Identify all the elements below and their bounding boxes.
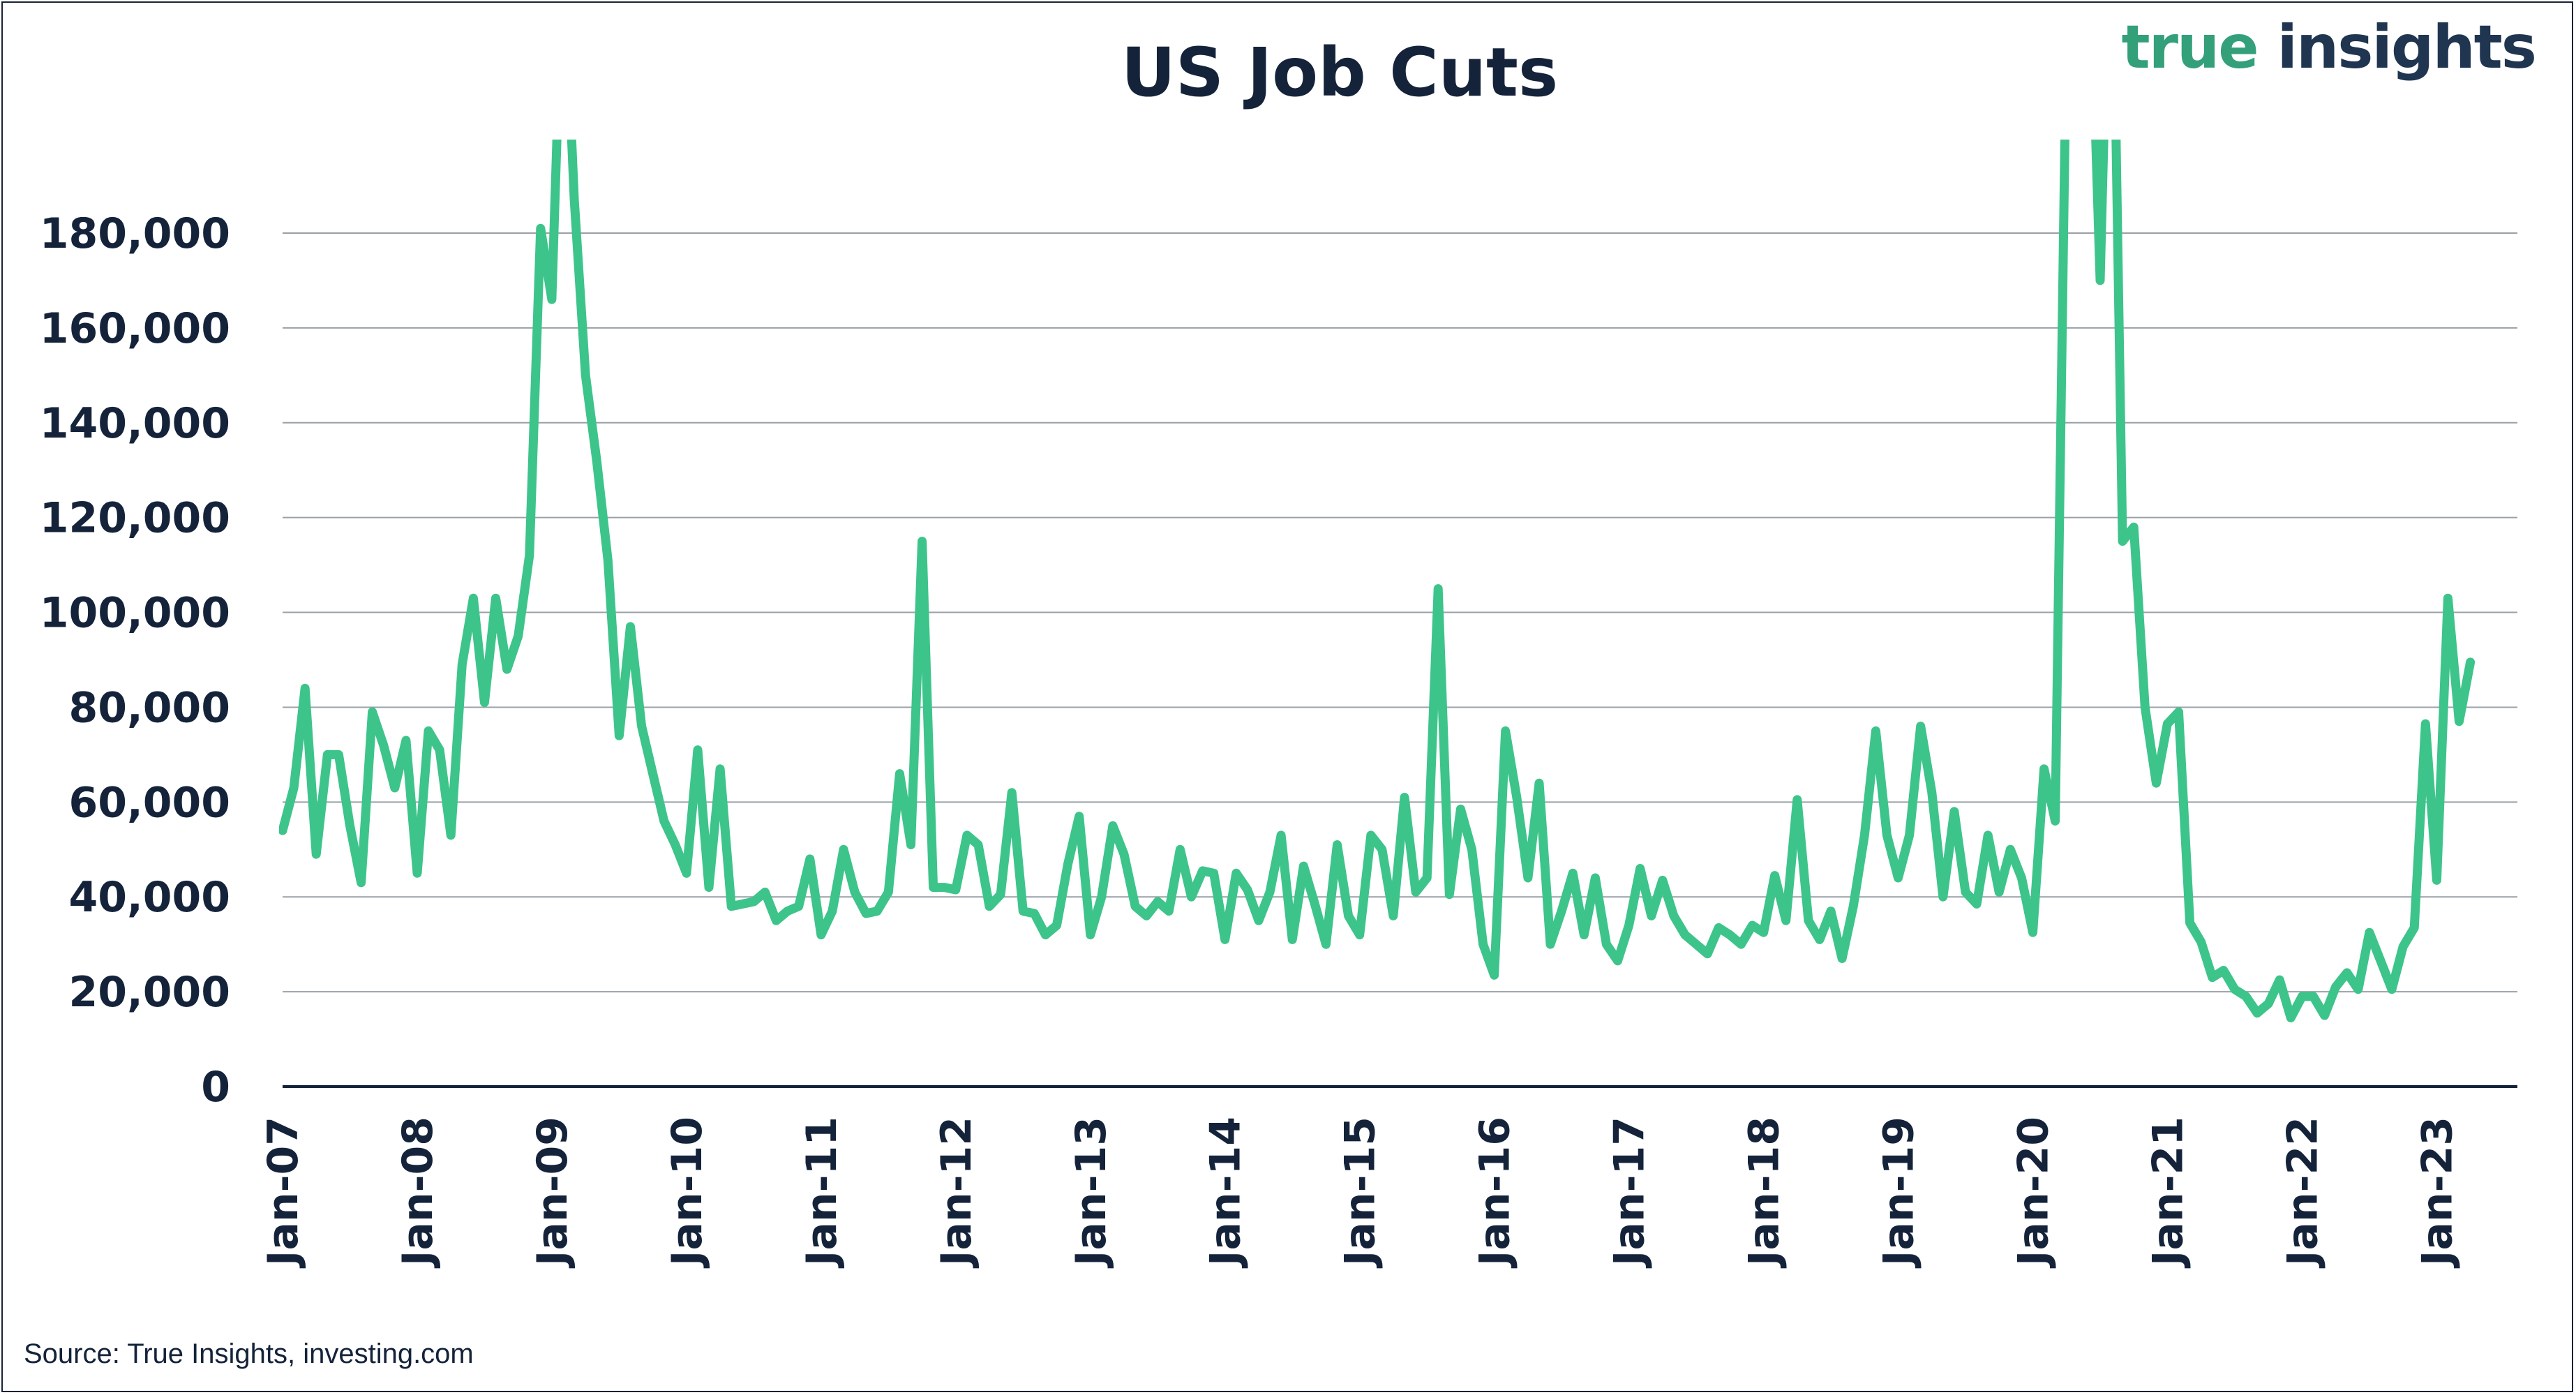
y-axis-ticks: 0 20,000 40,000 60,000 80,000 100,000 120,000 1… <box>40 209 230 1112</box>
y-tick-label: 40,000 <box>68 873 230 922</box>
x-tick-label: Jan-12 <box>932 1117 981 1269</box>
y-tick-label: 0 <box>201 1063 230 1112</box>
brand-logo: true insights <box>2121 13 2538 82</box>
y-tick-label: 60,000 <box>68 778 230 827</box>
series-line-job-cuts <box>279 140 2476 1022</box>
logo-word-insights: insights <box>2277 13 2537 82</box>
source-note: Source: True Insights, investing.com <box>24 1338 474 1369</box>
y-tick-label: 140,000 <box>40 399 230 448</box>
x-tick-label: Jan-13 <box>1067 1117 1116 1269</box>
x-axis-ticks: Jan-07 Jan-08 Jan-09 Jan-10 Jan-11 Jan-12 Jan-… <box>259 1117 2462 1269</box>
y-tick-label: 160,000 <box>40 304 230 353</box>
x-tick-label: Jan-20 <box>2009 1117 2058 1269</box>
x-tick-label: Jan-16 <box>1471 1117 1520 1269</box>
x-tick-label: Jan-14 <box>1201 1117 1250 1269</box>
x-tick-label: Jan-23 <box>2413 1117 2462 1269</box>
y-tick-label: 180,000 <box>40 209 230 258</box>
y-tick-label: 100,000 <box>40 589 230 638</box>
x-tick-label: Jan-15 <box>1336 1117 1385 1269</box>
x-tick-label: Jan-21 <box>2143 1117 2192 1269</box>
x-tick-label: Jan-10 <box>663 1117 712 1269</box>
y-tick-label: 80,000 <box>68 683 230 732</box>
logo-word-true: true <box>2121 13 2259 82</box>
x-tick-label: Jan-07 <box>259 1117 308 1269</box>
x-tick-label: Jan-17 <box>1605 1117 1654 1269</box>
x-tick-label: Jan-22 <box>2278 1117 2327 1269</box>
y-tick-label: 20,000 <box>68 968 230 1017</box>
x-tick-label: Jan-08 <box>394 1117 442 1269</box>
x-tick-label: Jan-09 <box>528 1117 577 1269</box>
chart-title: US Job Cuts <box>1121 33 1559 112</box>
x-tick-label: Jan-18 <box>1740 1117 1789 1269</box>
x-tick-label: Jan-19 <box>1875 1117 1924 1269</box>
y-tick-label: 120,000 <box>40 494 230 543</box>
x-tick-label: Jan-11 <box>797 1117 846 1269</box>
